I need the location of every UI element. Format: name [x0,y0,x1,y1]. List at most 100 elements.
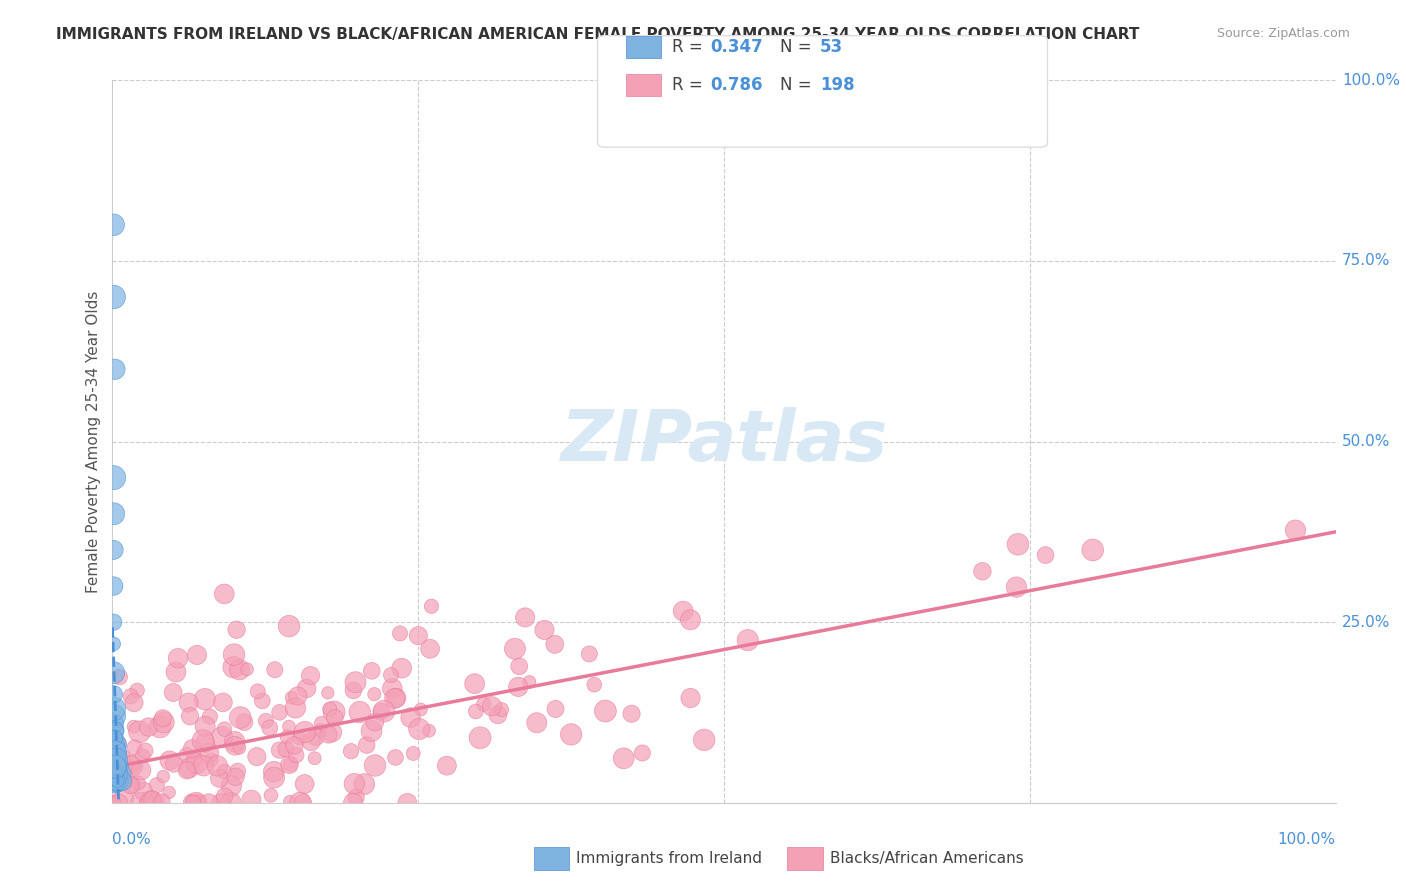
Point [112,791,135,805]
Point [122,696,145,710]
Point [620,706,643,721]
Point [111,774,134,789]
Point [104,767,127,781]
Point [165,665,187,679]
Point [104,745,127,759]
Point [356,738,378,752]
Point [679,691,702,706]
Point [388,626,411,640]
Point [141,793,163,807]
Point [472,697,495,711]
Point [104,752,127,766]
Point [105,767,128,781]
Point [693,732,716,747]
Point [260,789,283,803]
Text: 75.0%: 75.0% [1341,253,1391,268]
Y-axis label: Female Poverty Among 25-34 Year Olds: Female Poverty Among 25-34 Year Olds [86,291,101,592]
Point [222,660,245,674]
Text: 0.786: 0.786 [710,76,762,94]
Point [132,784,155,798]
Point [340,744,363,758]
Point [276,730,298,744]
Point [197,796,219,810]
Point [105,760,128,774]
Text: Immigrants from Ireland: Immigrants from Ireland [576,852,762,866]
Point [103,665,125,680]
Point [104,738,127,752]
Point [104,752,127,766]
Point [104,760,127,774]
Point [344,675,367,690]
Point [578,647,600,661]
Point [294,725,316,739]
Point [408,629,430,643]
Point [200,753,222,767]
Point [263,663,285,677]
Point [101,796,124,810]
Point [295,681,318,696]
Point [209,796,232,810]
Point [184,753,207,767]
Point [103,709,125,723]
Point [246,749,269,764]
Point [364,715,387,730]
Point [1005,580,1028,594]
Point [280,690,302,705]
Point [373,704,395,718]
Point [104,731,127,745]
Point [103,716,125,731]
Point [222,648,245,662]
Point [105,760,128,774]
Text: 0.0%: 0.0% [112,831,152,847]
Point [128,724,150,739]
Point [214,789,236,803]
Point [1035,548,1057,562]
Point [179,709,201,723]
Point [323,711,346,725]
Point [120,757,142,772]
Point [129,764,152,778]
Point [105,760,128,774]
Point [105,752,128,766]
Point [124,740,146,755]
Point [143,796,166,810]
Point [221,779,243,793]
Text: 100.0%: 100.0% [1278,831,1336,847]
Point [481,699,503,714]
Point [309,723,332,737]
Point [105,774,128,789]
Text: 25.0%: 25.0% [1341,615,1391,630]
Point [364,758,387,772]
Point [176,748,198,763]
Point [236,662,259,676]
Point [278,795,301,809]
Point [194,692,217,706]
Point [167,651,190,665]
Point [486,707,509,722]
Point [246,684,269,698]
Point [104,745,127,759]
Point [103,738,125,752]
Point [198,746,221,760]
Point [149,720,172,734]
Point [212,695,235,709]
Point [318,727,340,741]
Point [104,767,127,781]
Point [108,670,131,684]
Point [287,689,309,703]
Point [150,795,173,809]
Point [103,723,125,738]
Point [252,694,274,708]
Text: 100.0%: 100.0% [1341,73,1400,87]
Point [104,723,127,738]
Point [517,675,540,690]
Point [176,764,198,778]
Point [208,772,231,786]
Point [104,767,127,781]
Point [288,731,311,745]
Point [104,774,127,789]
Point [508,659,530,673]
Point [211,730,233,744]
Point [181,796,204,810]
Point [285,747,308,762]
